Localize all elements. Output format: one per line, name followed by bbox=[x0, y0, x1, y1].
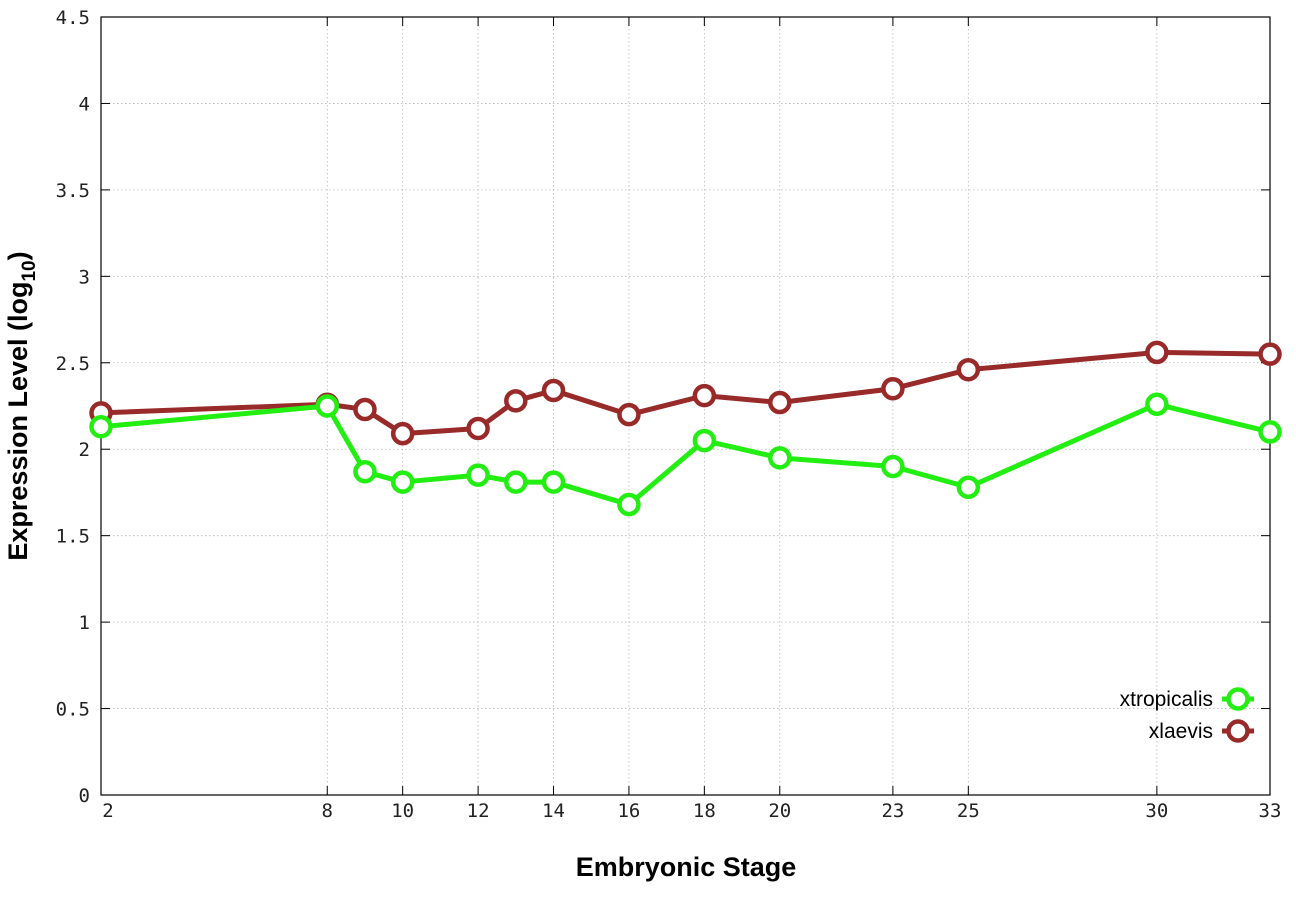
data-point bbox=[768, 390, 792, 415]
x-tick-label: 12 bbox=[467, 800, 490, 822]
data-point bbox=[390, 470, 415, 494]
x-tick-label: 16 bbox=[617, 800, 640, 822]
grid-lines bbox=[101, 17, 1270, 795]
series-xtropicalis bbox=[89, 392, 1282, 517]
data-point bbox=[956, 357, 981, 382]
x-tick-label: 10 bbox=[391, 800, 414, 822]
data-point bbox=[315, 394, 340, 418]
data-point bbox=[541, 470, 566, 494]
legend-marker bbox=[1226, 719, 1250, 743]
data-point bbox=[881, 376, 905, 401]
data-point bbox=[881, 454, 905, 479]
x-tick-label: 14 bbox=[542, 800, 565, 822]
data-point bbox=[466, 416, 490, 441]
x-tick-label: 25 bbox=[957, 800, 980, 822]
x-tick-label: 33 bbox=[1259, 800, 1282, 822]
data-point bbox=[541, 378, 566, 403]
y-tick-label: 0 bbox=[79, 785, 90, 807]
x-tick-label: 18 bbox=[693, 800, 716, 822]
data-point bbox=[353, 459, 377, 484]
legend-marker bbox=[1226, 687, 1250, 711]
data-point bbox=[692, 428, 717, 453]
y-tick-label: 3.5 bbox=[56, 180, 90, 202]
data-point bbox=[504, 470, 528, 494]
data-point bbox=[1145, 392, 1169, 417]
data-point bbox=[617, 492, 641, 517]
x-tick-labels: 2 8 10 12 14 16 18 20 23 25 30 33 bbox=[102, 800, 1281, 822]
x-tick-label: 30 bbox=[1145, 800, 1168, 822]
data-point bbox=[1145, 340, 1169, 365]
legend-entry-xlaevis: xlaevis bbox=[1149, 719, 1254, 743]
data-point bbox=[1258, 342, 1282, 366]
y-tick-label: 1 bbox=[79, 612, 90, 634]
legend-label: xtropicalis bbox=[1120, 688, 1213, 711]
y-tick-label: 3 bbox=[79, 266, 90, 288]
data-point bbox=[466, 463, 490, 487]
data-point bbox=[504, 389, 528, 413]
y-tick-label: 1.5 bbox=[56, 526, 90, 548]
series-line bbox=[100, 349, 1271, 437]
legend: xtropicalis xlaevis bbox=[1120, 687, 1254, 743]
y-tick-label: 4.5 bbox=[56, 7, 90, 29]
x-tick-label: 2 bbox=[102, 800, 113, 822]
legend-entry-xtropicalis: xtropicalis bbox=[1120, 687, 1254, 711]
y-tick-label: 0.5 bbox=[56, 699, 90, 721]
data-point bbox=[768, 446, 792, 470]
data-point bbox=[617, 402, 641, 427]
data-point bbox=[956, 475, 981, 500]
y-axis-title-subscript: 10 bbox=[19, 260, 40, 281]
y-axis-title-close: ) bbox=[3, 251, 33, 260]
y-axis-title: Expression Level (log10) bbox=[3, 251, 40, 560]
legend-label: xlaevis bbox=[1149, 720, 1213, 743]
y-tick-label: 2.5 bbox=[56, 353, 90, 375]
data-point bbox=[1258, 420, 1282, 444]
y-tick-label: 4 bbox=[79, 93, 90, 115]
y-tick-labels: 0 0.5 1 1.5 2 2.5 3 3.5 4 4.5 bbox=[56, 7, 90, 807]
data-point bbox=[692, 383, 717, 408]
data-point bbox=[353, 397, 377, 422]
series-layer bbox=[89, 340, 1282, 517]
axis-ticks bbox=[100, 16, 1271, 796]
y-axis-title-main: Expression Level (log bbox=[3, 282, 33, 561]
x-axis-title: Embryonic Stage bbox=[576, 852, 797, 882]
x-tick-label: 8 bbox=[322, 800, 333, 822]
series-line bbox=[100, 401, 1271, 508]
data-point bbox=[390, 421, 415, 446]
data-point bbox=[89, 414, 113, 439]
x-tick-label: 23 bbox=[881, 800, 904, 822]
x-tick-label: 20 bbox=[768, 800, 791, 822]
y-tick-label: 2 bbox=[79, 439, 90, 461]
